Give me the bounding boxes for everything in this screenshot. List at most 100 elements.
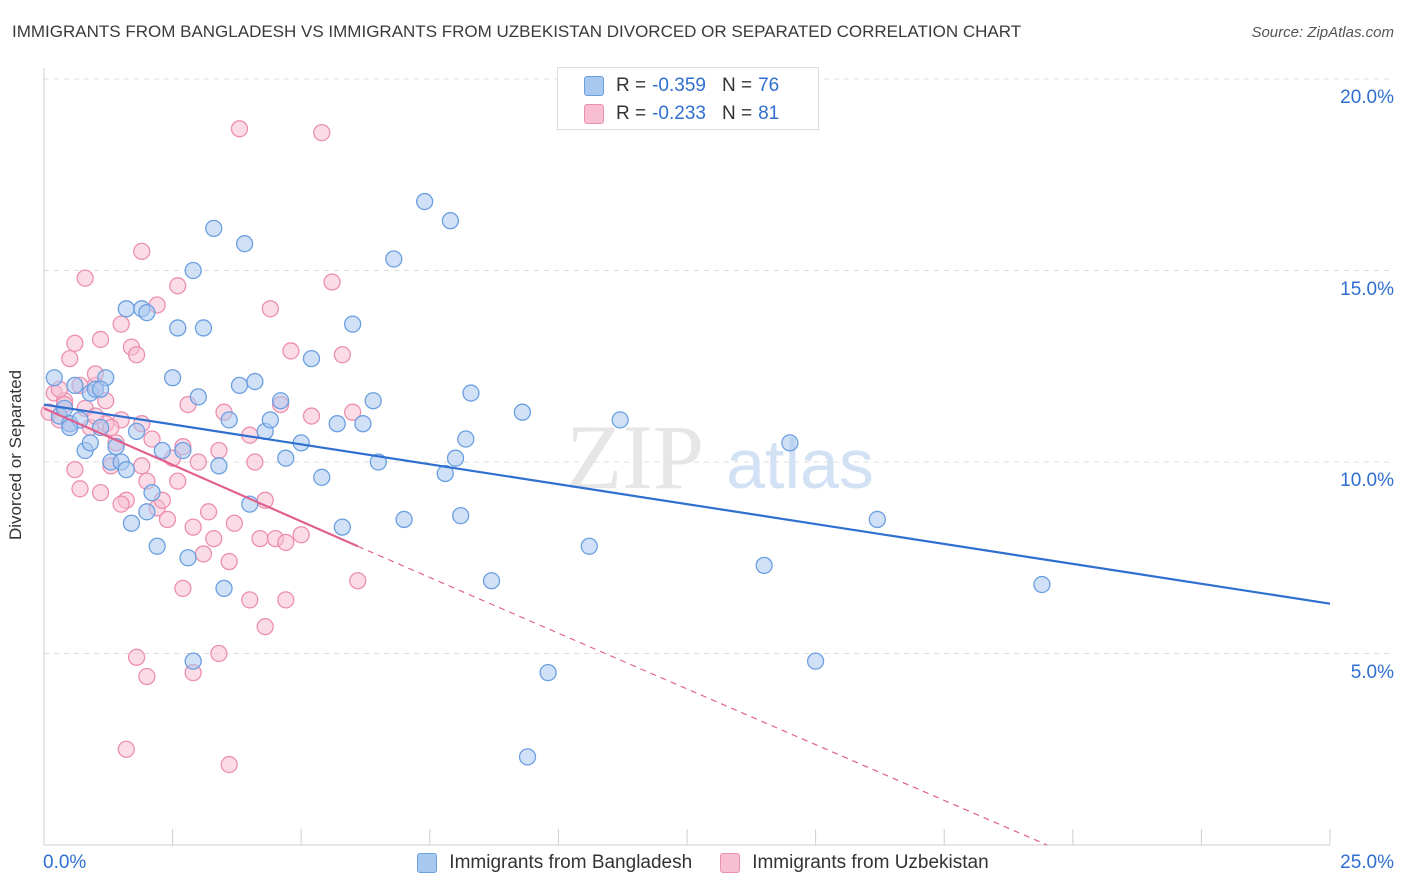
legend-n-value: 76 [758,75,780,96]
trend-line-bangladesh [43,403,1331,605]
data-point [313,468,331,486]
data-point [127,346,146,364]
data-point [277,449,295,467]
data-point [112,495,130,513]
legend-label-uzbekistan: Immigrants from Uzbekistan [752,852,989,873]
source-label: Source: ZipAtlas.com [1251,24,1394,41]
data-point [256,618,274,636]
data-point [416,192,434,211]
data-point [169,319,187,337]
data-point [122,514,141,532]
legend-swatch-pink [720,853,741,873]
data-point [174,441,192,460]
data-point [1033,575,1051,594]
data-point [452,506,470,525]
y-axis-label: Divorced or Separated [6,369,25,541]
data-point [462,384,480,402]
data-point [61,349,79,368]
data-point [261,411,279,429]
data-point [91,330,110,349]
data-point [436,464,454,483]
legend-r-value: -0.359 [652,75,706,96]
data-point [580,537,598,555]
data-point [210,441,228,460]
data-point [194,319,213,337]
data-point [246,372,264,391]
data-point [354,415,372,433]
correlation-legend: R = -0.359 N = 76 R = -0.233 N = 81 [557,67,819,130]
data-point [169,472,187,490]
data-point [251,529,269,548]
data-point [230,120,249,138]
data-point [328,415,346,433]
data-point [343,403,362,421]
y-tick-label: 20.0% [1340,87,1394,108]
data-point [539,664,557,682]
data-point [215,579,233,598]
data-point [246,453,264,471]
data-point [81,434,99,452]
data-point [441,212,460,230]
data-point [138,503,156,521]
data-point [513,403,532,421]
data-point [138,667,156,686]
data-point [271,392,290,410]
data-point [302,349,321,368]
data-point [117,740,135,758]
legend-item-bangladesh: Immigrants from Bangladesh [417,852,692,874]
data-point [277,591,295,609]
data-point [117,300,135,318]
data-point [349,572,367,590]
legend-r-label: R = [616,103,647,124]
data-point [781,434,799,452]
data-point [133,457,151,475]
trend-lines [43,403,1331,846]
legend-label-bangladesh: Immigrants from Bangladesh [449,852,693,873]
data-point [127,422,146,441]
data-point [235,235,254,253]
data-point [210,457,228,475]
data-point [174,579,192,598]
data-point [395,510,413,529]
data-point [230,376,249,395]
data-point [184,652,202,670]
data-point [163,369,182,387]
data-point [179,549,197,567]
data-point [184,518,202,536]
data-point [143,430,161,448]
chart-title: IMMIGRANTS FROM BANGLADESH VS IMMIGRANTS… [12,22,1022,41]
data-point [333,346,352,364]
data-point [482,572,501,590]
data-point [343,315,362,333]
data-point [313,123,331,142]
grid-lines [44,78,1392,654]
data-point [91,380,110,398]
data-point [158,510,177,529]
data-point [112,315,130,333]
data-point [127,648,146,666]
data-point [220,552,238,571]
data-point [385,250,403,268]
legend-swatch-blue [417,853,438,873]
data-point [76,269,94,287]
data-point [457,430,475,448]
data-point [868,510,886,529]
legend-n-label: N = [721,75,753,96]
data-point [225,514,243,532]
trend-line-uzbekistan-extension [357,545,1048,846]
data-point [143,483,161,502]
data-point [153,441,171,460]
data-point [194,545,213,563]
y-tick-label: 10.0% [1340,470,1394,491]
legend-r-label: R = [616,75,647,96]
data-point [199,503,218,521]
series-bangladesh-points [45,192,1051,766]
data-point [189,453,207,471]
watermark-atlas: atlas [726,425,874,503]
data-point [71,480,89,498]
data-point [117,461,135,479]
data-point [282,342,300,360]
data-point [446,449,465,467]
data-point [806,652,825,670]
trend-line-uzbekistan [43,407,359,548]
